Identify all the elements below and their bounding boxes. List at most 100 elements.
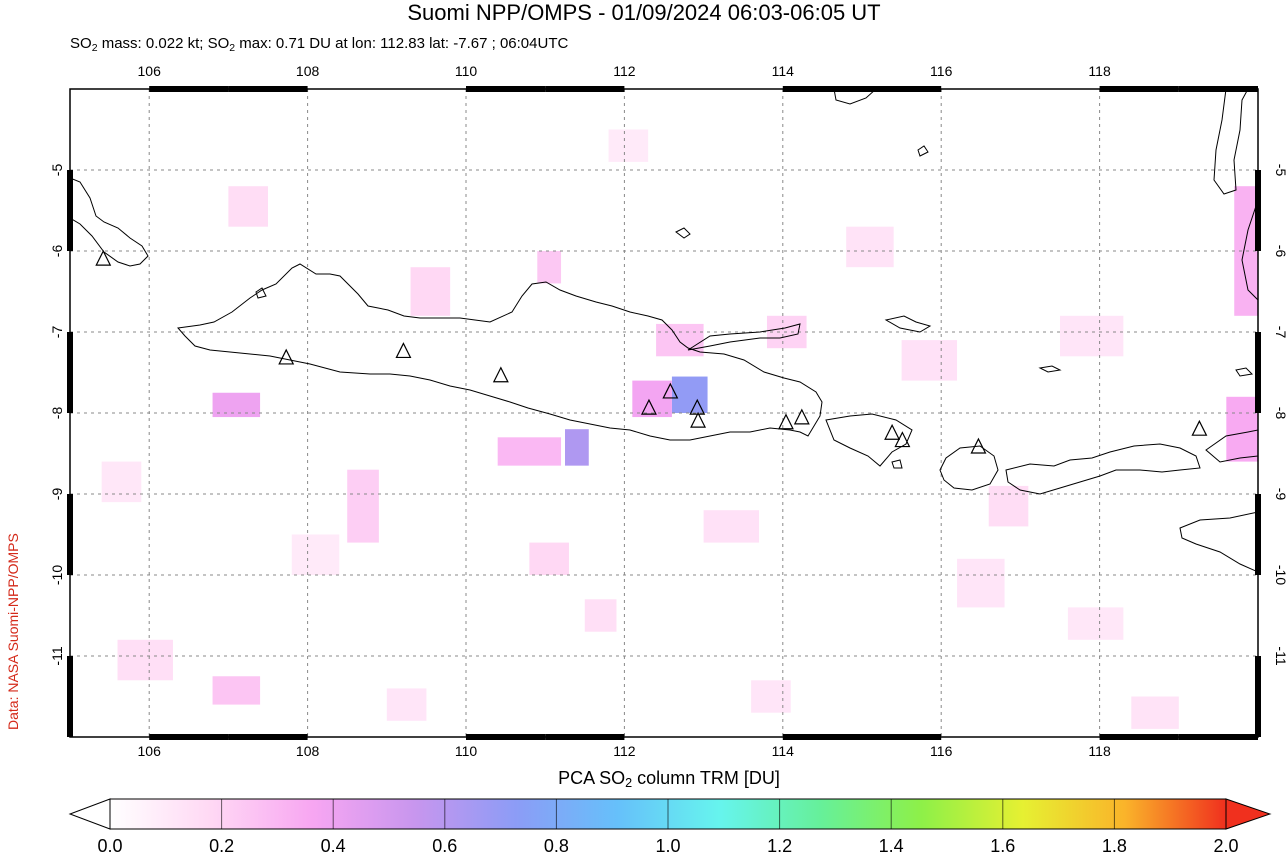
lon-tick-label: 114 [772,63,795,79]
so2-cell [117,639,173,681]
frame-bar-top [1178,86,1258,92]
coastline-bali [825,413,913,467]
lon-tick-label: 118 [1088,743,1111,759]
so2-cell [228,186,268,227]
so2-cell [386,688,427,721]
stats-sub-1: 2 [91,42,98,54]
so2-cell [291,534,340,575]
so2-cell [529,542,569,575]
volcano-triangle-icon [884,423,901,440]
so2-cell [656,323,704,357]
frame-bar-bottom [1178,734,1258,740]
lat-tick-label-right: -8 [1273,407,1288,420]
lon-tick-label: 110 [455,743,478,759]
so2-cell [1226,396,1258,462]
frame-bar-left [67,494,73,575]
frame-bar-right [1255,332,1261,413]
coastline-sumbawa [1005,443,1201,495]
frame-bar-left [67,170,73,251]
colorbar-tick-label: 0.2 [209,836,235,856]
volcano-triangle-icon [894,431,911,448]
so2-cell [901,340,958,381]
frame-bar-right [1255,494,1261,575]
coastline-sulawesi [1241,199,1258,301]
colorbar-tick-label: 0.8 [543,836,569,856]
volcano-triangle-icon [395,342,412,359]
volcano-triangle-icon [640,398,657,415]
colorbar-tick-label: 1.0 [655,836,681,856]
so2-cell [101,461,142,503]
frame-bar-right [1255,656,1261,737]
coastline-small-1 [917,145,929,157]
frame-bar-top [1099,86,1179,92]
frame-bar-top [782,86,862,92]
colorbar-title-sub: 2 [625,776,633,790]
colorbar-title-text-1: PCA SO [558,768,626,788]
gridlines [70,89,1258,737]
colorbar-title: PCA SO2 column TRM [DU] [0,768,1288,789]
colorbar-under-triangle [68,798,111,830]
lat-tick-label-left: -6 [49,245,65,258]
frame-bar-right [1255,170,1261,251]
frame-bar-bottom [466,734,546,740]
coastlines [70,89,1258,573]
volcano-triangle-icon [793,408,810,425]
coastline-bawean [675,227,691,239]
frame-bar-bottom [228,734,308,740]
volcano-markers [95,249,1208,454]
so2-map: 106 106 108 108 110 110 112 112 114 114 116 116 118 1… [49,63,1288,759]
so2-cell [703,510,760,543]
so2-cell [988,485,1029,527]
stats-sub-2: 2 [229,42,236,54]
tick-labels: 106 106 108 108 110 110 112 112 114 114 116 116 118 1… [49,63,1288,759]
frame-bar-bottom [1099,734,1179,740]
stats-text-2: mass: 0.022 kt; SO [97,35,230,52]
lon-tick-label: 112 [613,743,636,759]
colorbar-ticks [109,799,1227,829]
coastline-karimunjawa [255,287,267,299]
so2-cell [671,376,708,413]
lat-tick-label-left: -10 [49,565,65,585]
frame-bar-top [466,86,546,92]
coastline-small-2 [1038,365,1062,373]
lat-tick-label-right: -10 [1273,565,1288,585]
colorbar-tick-label: 0.0 [97,836,123,856]
colorbar-tick-label: 1.8 [1101,836,1127,856]
lon-tick-label: 108 [296,63,320,79]
frame-bar-left [67,332,73,413]
colorbar-tick-label: 1.2 [767,836,793,856]
so2-cell [957,558,1005,608]
frame-bar-top [149,86,229,92]
coastline-flores [1205,429,1258,463]
so2-cell [584,599,617,632]
frame-bar-bottom [782,734,862,740]
volcano-triangle-icon [1191,419,1208,436]
lat-tick-label-left: -11 [49,646,65,665]
frame-bar-bottom [862,734,942,740]
coastline-lombok [939,445,999,491]
frame-bar-bottom [545,734,625,740]
colorbar-gradient [109,798,1227,830]
stats-text-1: SO [70,35,92,52]
lat-tick-label-right: -9 [1273,488,1288,501]
so2-cell [1060,315,1124,357]
volcano-triangle-icon [278,348,295,365]
coastline-sulawesi-north [1213,89,1249,195]
so2-cell [410,267,451,316]
lat-tick-label-right: -6 [1273,245,1288,258]
colorbar-tick-label: 2.0 [1213,836,1239,856]
so2-cell [1067,607,1124,640]
coastline-sumba [1179,511,1258,573]
colorbar-tick-label: 1.6 [990,836,1016,856]
lon-tick-label: 112 [613,63,636,79]
map-frame [67,86,1261,740]
lon-tick-label: 116 [930,743,953,759]
so2-cell [347,469,379,543]
colorbar-title-text-2: column TRM [DU] [632,768,780,788]
so2-cell [632,380,672,418]
lat-tick-label-right: -5 [1273,164,1288,177]
so2-cell [537,251,562,284]
lat-tick-label-right: -7 [1273,326,1288,339]
lon-tick-label: 116 [930,63,953,79]
lat-tick-label-left: -8 [49,407,65,420]
